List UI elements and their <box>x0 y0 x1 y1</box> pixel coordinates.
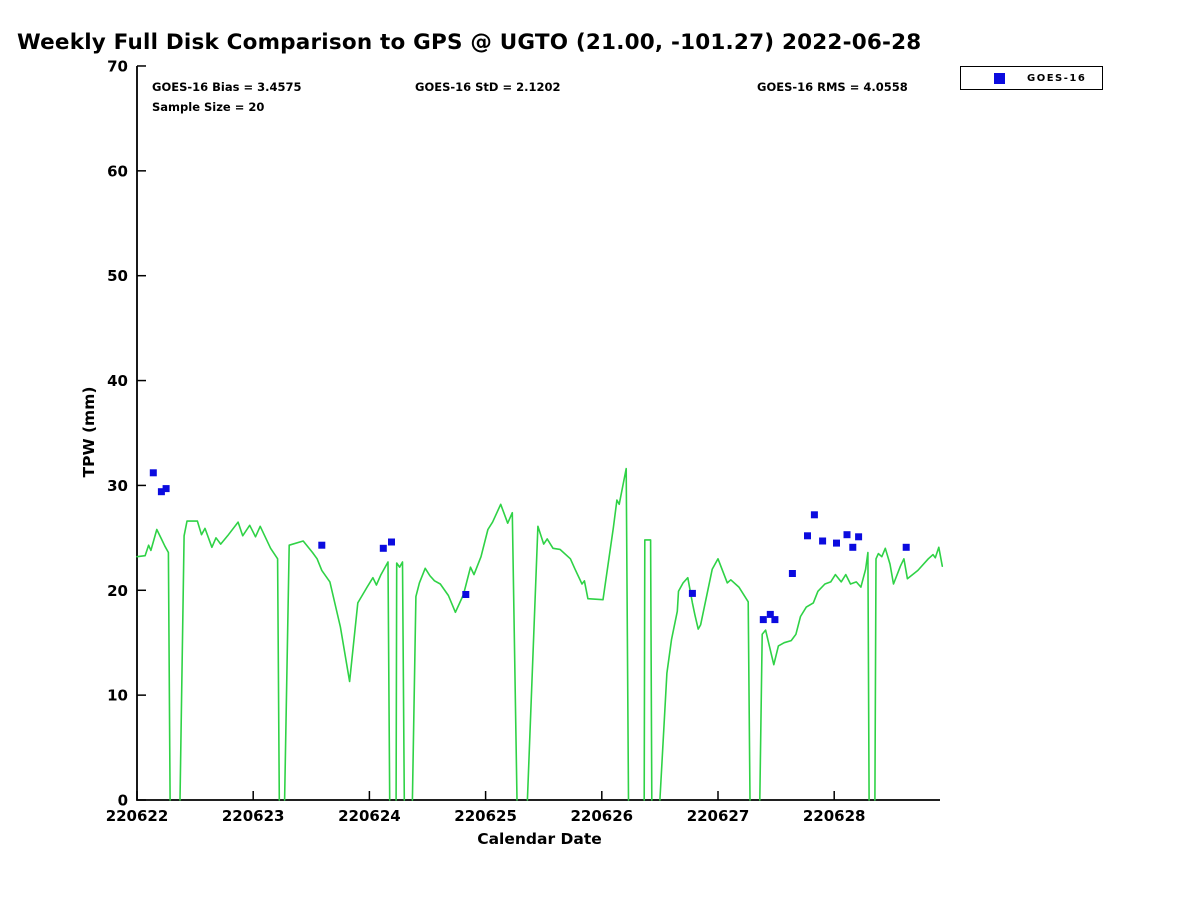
x-tick-label: 220626 <box>570 807 633 825</box>
y-tick-label: 0 <box>118 792 128 810</box>
x-tick-label: 220625 <box>454 807 517 825</box>
y-axis-label: TPW (mm) <box>80 386 98 478</box>
goes16-data-point <box>766 610 774 618</box>
goes16-data-point <box>318 541 326 549</box>
x-tick-label: 220628 <box>803 807 866 825</box>
gps-line-segment <box>395 561 406 801</box>
goes16-data-point <box>462 591 470 598</box>
y-tick-label: 10 <box>107 687 128 705</box>
stat-rms: GOES-16 RMS = 4.0558 <box>757 80 908 94</box>
gps-line-segment <box>659 557 751 801</box>
stat-std: GOES-16 StD = 2.1202 <box>415 80 561 94</box>
gps-line-segment <box>526 467 630 801</box>
goes16-data-point <box>788 570 796 577</box>
x-tick-label: 220622 <box>106 807 169 825</box>
y-tick-label: 40 <box>107 372 128 390</box>
x-tick-label: 220627 <box>687 807 750 825</box>
y-tick-label: 20 <box>107 582 128 600</box>
gps-line-segment <box>874 546 944 801</box>
gps-line-segment <box>758 551 870 801</box>
goes16-data-point <box>810 511 818 519</box>
axis-lines <box>136 66 940 801</box>
goes16-data-point <box>771 616 779 624</box>
y-tick-label: 50 <box>107 267 128 285</box>
gps-line-segment <box>643 539 653 801</box>
goes16-data-point <box>688 589 696 597</box>
y-tick-label: 30 <box>107 477 128 495</box>
goes16-data-point <box>833 539 840 547</box>
gps-line-segment <box>411 503 518 801</box>
gps-line-segment <box>283 540 391 801</box>
y-tick-label: 60 <box>107 162 128 180</box>
x-tick-label: 220623 <box>222 807 285 825</box>
goes16-data-point <box>855 533 863 541</box>
goes16-data-point <box>804 532 811 540</box>
page-title: Weekly Full Disk Comparison to GPS @ UGT… <box>17 30 922 55</box>
goes16-data-point <box>162 485 170 493</box>
legend-box: GOES-16 <box>960 66 1103 90</box>
gps-line-segment <box>136 528 171 801</box>
goes16-square-marker-icon <box>994 72 1005 84</box>
goes16-data-point <box>149 469 157 477</box>
goes16-data-point <box>849 543 857 551</box>
goes16-data-point <box>388 538 395 546</box>
goes16-data-point <box>157 488 165 496</box>
goes16-data-point <box>379 544 387 552</box>
stat-bias: GOES-16 Bias = 3.4575 <box>152 80 302 94</box>
x-axis-label: Calendar Date <box>477 830 602 848</box>
stat-sample-size: Sample Size = 20 <box>152 100 265 114</box>
goes16-data-point <box>902 543 910 551</box>
goes16-data-point <box>843 531 851 539</box>
gps-line-segment <box>179 520 281 801</box>
y-tick-label: 70 <box>107 57 128 75</box>
goes16-data-point <box>819 537 827 545</box>
x-tick-label: 220624 <box>338 807 401 825</box>
goes16-data-point <box>759 616 767 624</box>
legend-entry-label: GOES-16 <box>1027 72 1087 84</box>
